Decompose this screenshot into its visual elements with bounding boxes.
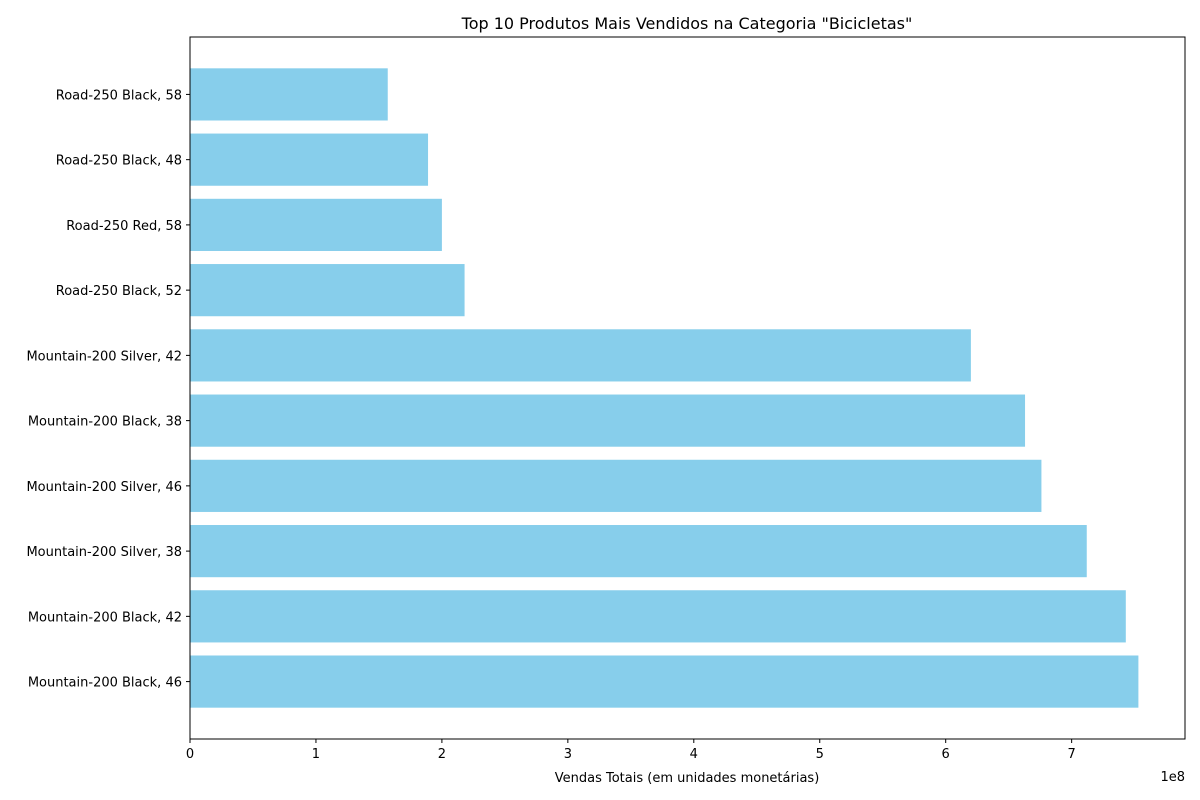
x-tick-label: 5 <box>816 747 824 762</box>
x-tick-label: 4 <box>690 747 698 762</box>
y-tick-label: Mountain-200 Silver, 38 <box>26 545 182 560</box>
y-tick-label: Mountain-200 Black, 46 <box>28 676 182 691</box>
y-tick-label: Road-250 Black, 58 <box>56 88 182 103</box>
y-tick-label: Mountain-200 Silver, 46 <box>26 480 182 495</box>
bar <box>190 198 442 251</box>
x-axis-label: Vendas Totais (em unidades monetárias) <box>555 771 820 786</box>
bar <box>190 394 1026 447</box>
x-tick-label: 3 <box>564 747 572 762</box>
y-tick-label: Road-250 Black, 48 <box>56 154 182 169</box>
bars <box>190 68 1139 708</box>
bar <box>190 329 971 382</box>
x-tick-label: 7 <box>1068 747 1076 762</box>
bar <box>190 68 388 121</box>
y-tick-label: Mountain-200 Black, 38 <box>28 415 182 430</box>
bar <box>190 655 1139 708</box>
x-axis-offset-label: 1e8 <box>1160 770 1185 785</box>
bar <box>190 264 465 317</box>
x-tick-label: 6 <box>942 747 950 762</box>
y-tick-label: Mountain-200 Silver, 42 <box>26 349 182 364</box>
x-axis-ticks: 0 1 2 3 4 5 6 7 <box>186 739 1076 762</box>
y-tick-label: Road-250 Black, 52 <box>56 284 182 299</box>
y-tick-label: Road-250 Red, 58 <box>66 219 182 234</box>
y-tick-label: Mountain-200 Black, 42 <box>28 610 182 625</box>
bar <box>190 590 1126 643</box>
y-axis-ticks: Mountain-200 Black, 46 Mountain-200 Black… <box>26 88 190 691</box>
bar <box>190 133 429 186</box>
plot-frame <box>189 36 1186 740</box>
x-tick-label: 1 <box>312 747 320 762</box>
bar <box>190 525 1087 578</box>
chart-title: Top 10 Produtos Mais Vendidos na Categor… <box>461 14 913 33</box>
bar <box>190 459 1042 512</box>
x-tick-label: 2 <box>438 747 446 762</box>
x-tick-label: 0 <box>186 747 194 762</box>
